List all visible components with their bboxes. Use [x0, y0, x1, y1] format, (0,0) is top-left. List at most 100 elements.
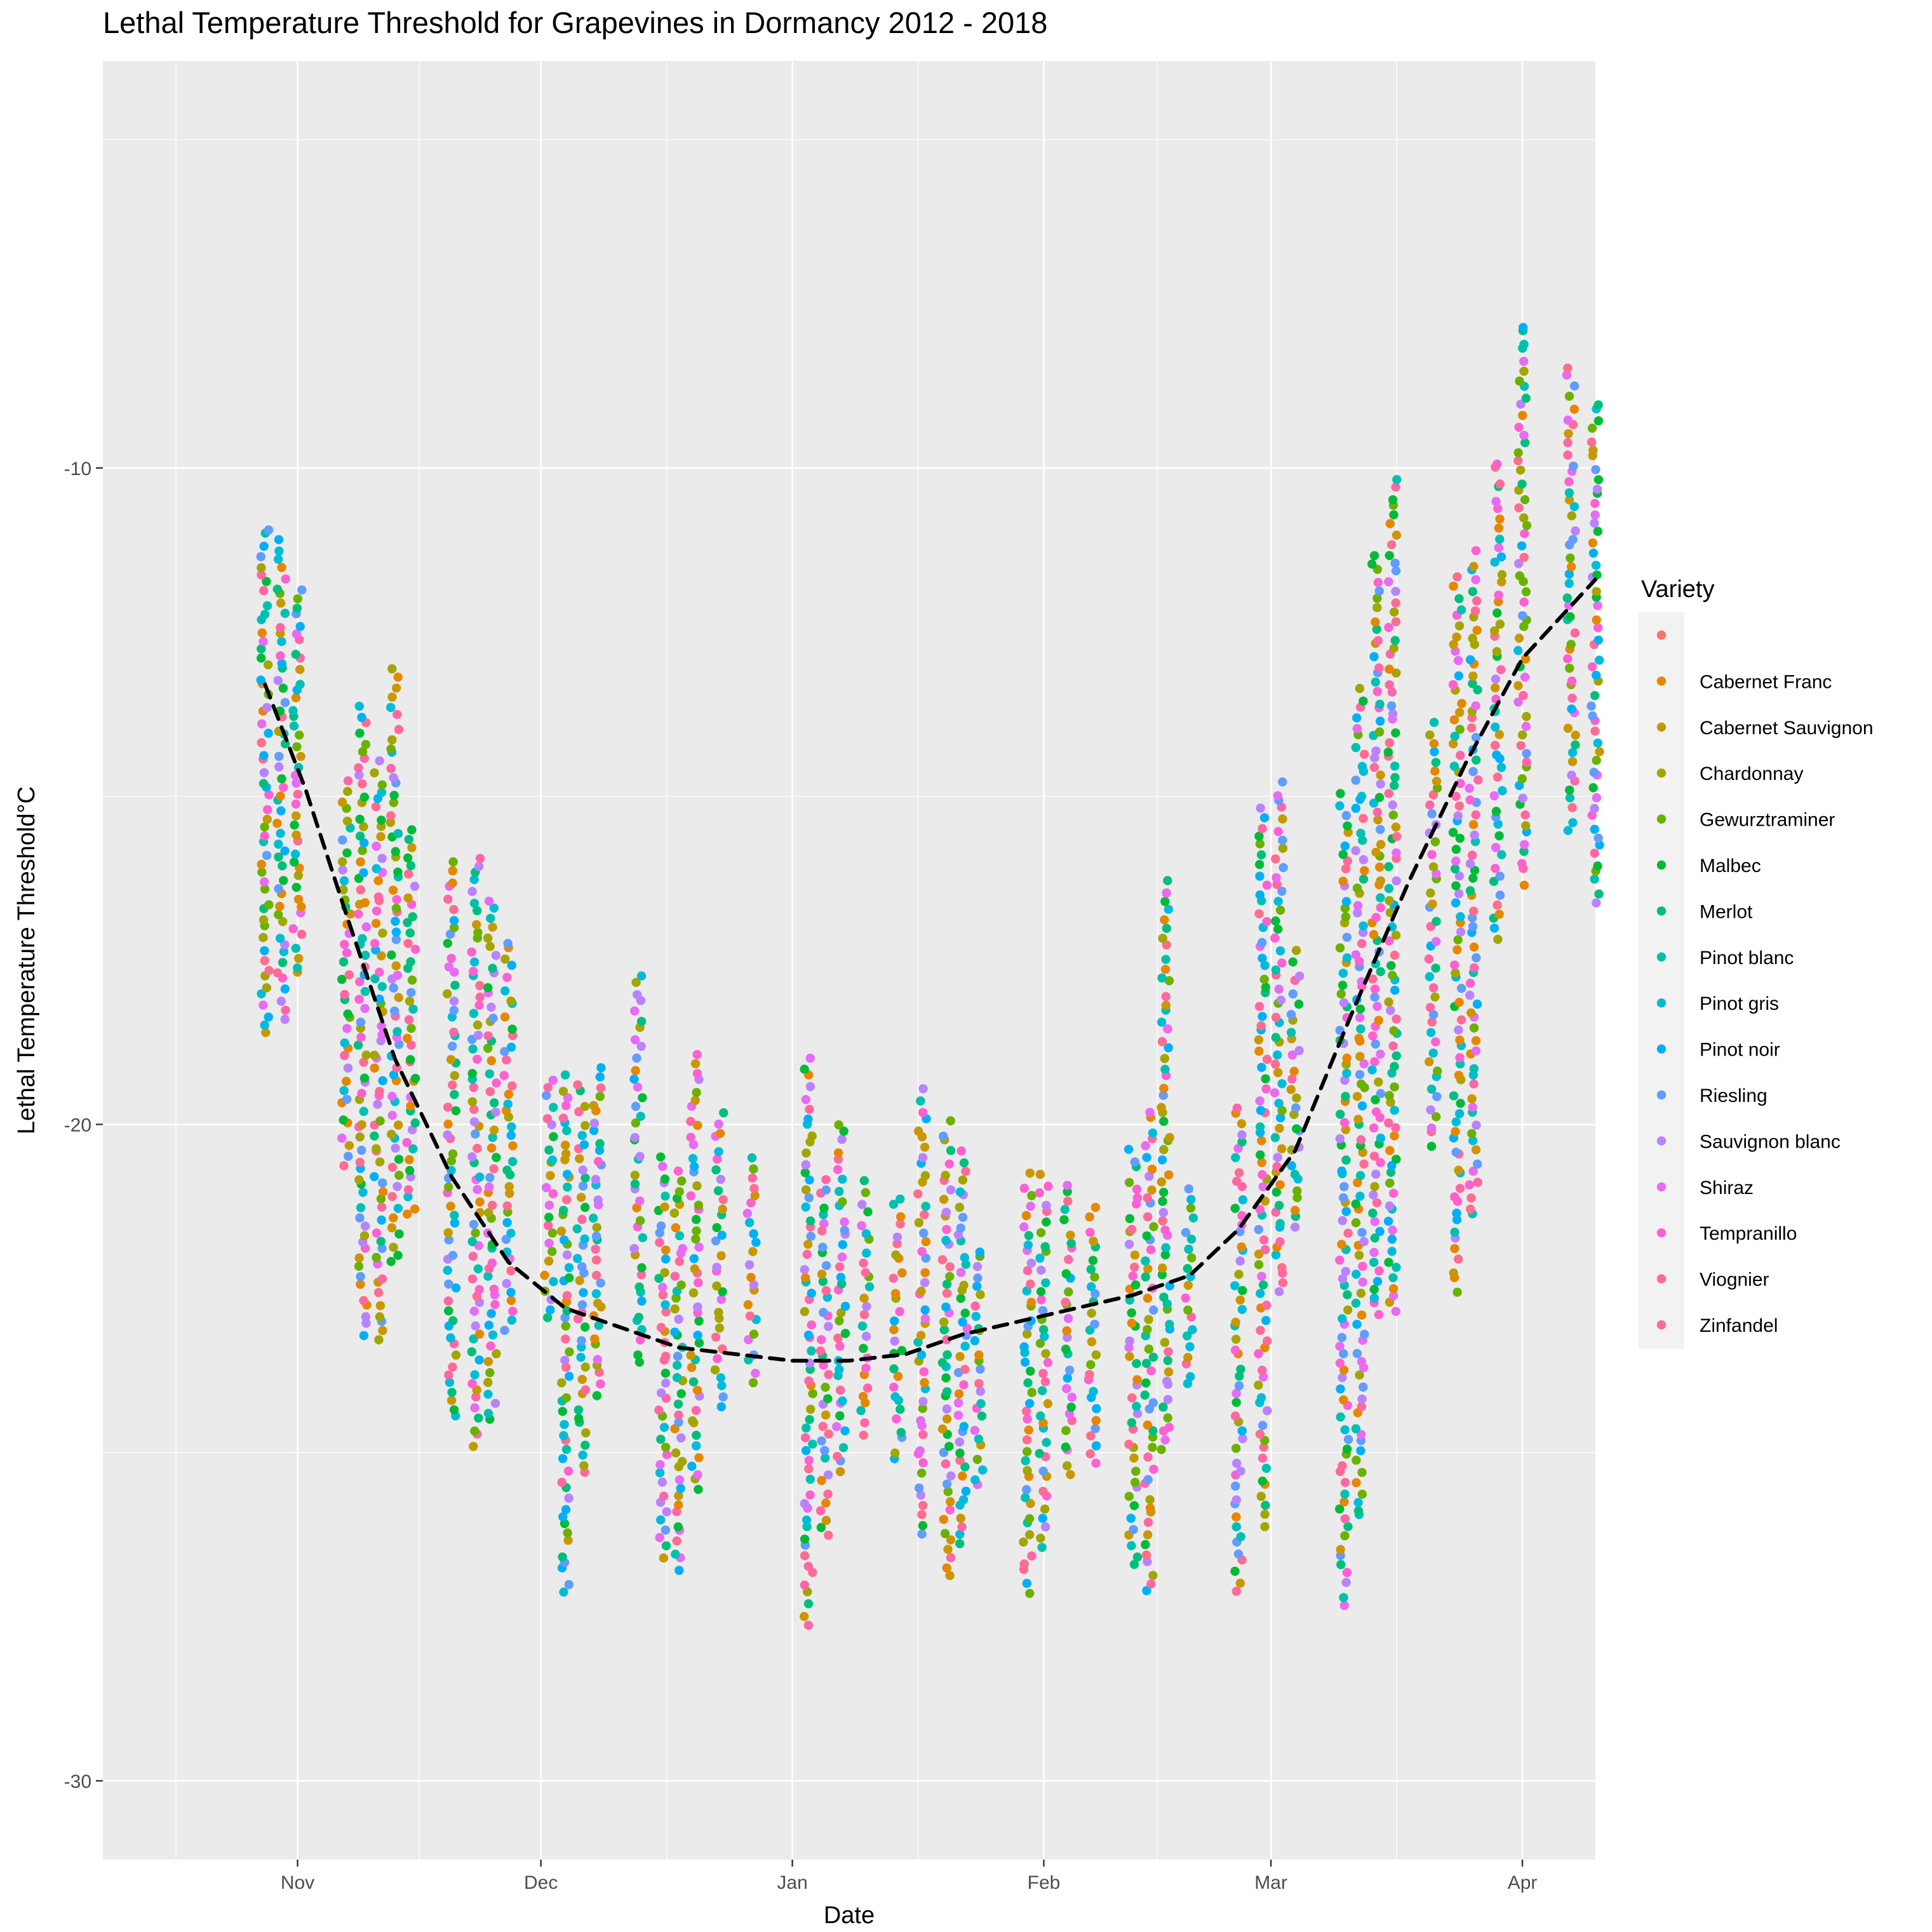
- data-point: [361, 740, 371, 749]
- data-point: [1087, 1282, 1096, 1292]
- data-point: [1428, 862, 1439, 872]
- data-point: [674, 1257, 685, 1266]
- data-point: [945, 1262, 955, 1271]
- data-point: [1278, 1278, 1288, 1287]
- data-point: [1494, 831, 1504, 841]
- data-point: [1495, 514, 1505, 524]
- data-point: [357, 713, 366, 722]
- data-point: [1375, 1226, 1385, 1237]
- data-point: [546, 1305, 555, 1315]
- data-point: [500, 1325, 509, 1335]
- data-point: [1021, 1456, 1030, 1466]
- y-axis: -10-20-30: [64, 459, 103, 1792]
- data-point: [1493, 900, 1502, 910]
- data-point: [970, 1336, 980, 1346]
- data-point: [1040, 1504, 1050, 1514]
- data-point: [1468, 922, 1478, 932]
- data-point: [1452, 945, 1462, 955]
- data-point: [807, 1289, 816, 1298]
- data-point: [359, 822, 368, 831]
- data-point: [1595, 655, 1604, 665]
- data-point: [361, 950, 370, 960]
- data-point: [1340, 1531, 1350, 1541]
- data-point: [595, 1139, 605, 1148]
- data-point: [1376, 893, 1385, 902]
- data-point: [818, 1421, 828, 1432]
- data-point: [485, 1069, 494, 1079]
- data-point: [276, 829, 285, 838]
- data-point: [1513, 681, 1523, 690]
- data-point: [467, 1347, 476, 1357]
- data-point: [1522, 712, 1531, 721]
- data-point: [674, 1411, 683, 1420]
- data-point: [634, 1282, 644, 1292]
- data-point: [1352, 1320, 1362, 1329]
- data-point: [274, 839, 283, 849]
- data-point: [1450, 1244, 1459, 1254]
- data-point: [1449, 715, 1459, 725]
- data-point: [475, 854, 485, 863]
- data-point: [1257, 1063, 1266, 1072]
- data-point: [258, 779, 269, 788]
- data-point: [1066, 1470, 1075, 1479]
- data-point: [575, 1276, 584, 1285]
- data-point: [1159, 1188, 1169, 1197]
- data-point: [547, 1247, 557, 1256]
- data-point: [748, 1173, 758, 1183]
- data-point: [1490, 626, 1499, 636]
- data-point: [391, 904, 401, 913]
- legend-label: Cabernet Franc: [1700, 671, 1832, 692]
- data-point: [1468, 1103, 1477, 1112]
- data-point: [488, 963, 497, 973]
- data-point: [277, 774, 286, 784]
- data-point: [264, 728, 273, 738]
- data-point: [370, 768, 379, 778]
- data-point: [942, 1279, 952, 1289]
- data-point: [544, 1145, 554, 1155]
- data-point: [339, 876, 349, 886]
- data-point: [661, 1525, 671, 1535]
- data-point: [1454, 594, 1464, 603]
- data-point: [889, 1383, 899, 1392]
- data-point: [1514, 503, 1524, 513]
- data-point: [507, 1315, 516, 1325]
- data-point: [291, 811, 301, 821]
- data-point: [632, 1053, 641, 1063]
- data-point: [1183, 1280, 1193, 1291]
- data-point: [1130, 1251, 1140, 1260]
- data-point: [262, 814, 272, 824]
- data-point: [837, 1134, 847, 1144]
- data-point: [1130, 1157, 1140, 1167]
- data-point: [1256, 1106, 1266, 1115]
- data-point: [1125, 1352, 1134, 1361]
- data-point: [1143, 1293, 1153, 1303]
- data-point: [1472, 755, 1481, 765]
- data-point: [1338, 969, 1348, 978]
- data-point: [920, 1268, 930, 1278]
- data-point: [546, 1171, 555, 1181]
- data-point: [1061, 1298, 1070, 1307]
- data-point: [443, 1103, 453, 1112]
- data-point: [858, 1392, 868, 1401]
- data-point: [1261, 1501, 1270, 1510]
- data-point: [1391, 1306, 1400, 1316]
- data-point: [1291, 1205, 1300, 1215]
- data-point: [1384, 789, 1393, 798]
- data-point: [1457, 699, 1466, 708]
- data-point: [473, 906, 482, 916]
- data-point: [580, 1322, 590, 1332]
- data-point: [371, 918, 381, 929]
- data-point: [1091, 1416, 1101, 1425]
- data-point: [673, 1360, 682, 1370]
- data-point: [1277, 887, 1287, 896]
- data-point: [1255, 890, 1265, 900]
- data-point: [1131, 1466, 1141, 1476]
- data-point: [918, 1501, 928, 1510]
- data-point: [1469, 906, 1479, 916]
- data-point: [657, 1477, 667, 1487]
- data-point: [1352, 1456, 1361, 1465]
- data-point: [1426, 1124, 1437, 1133]
- data-point: [595, 1072, 605, 1082]
- data-point: [377, 1202, 387, 1212]
- data-point: [1336, 989, 1346, 999]
